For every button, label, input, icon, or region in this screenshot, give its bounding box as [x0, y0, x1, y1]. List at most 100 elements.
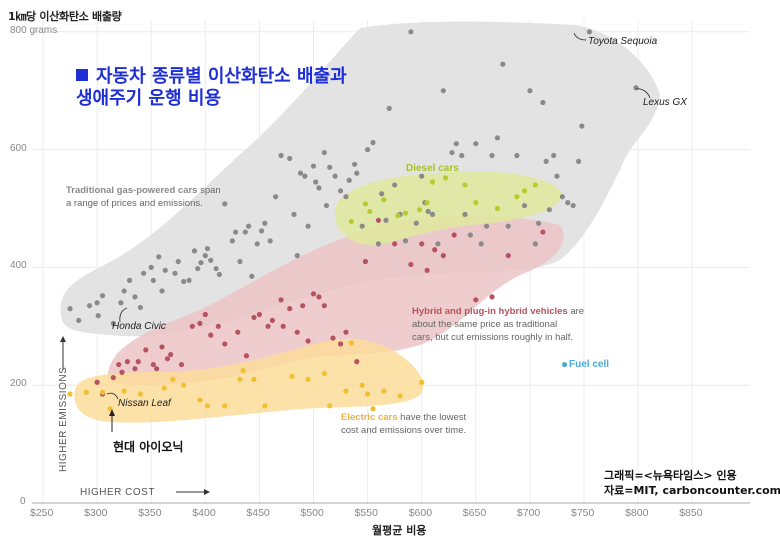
data-point	[242, 229, 248, 235]
data-point	[521, 202, 528, 209]
toyota-sequoia-label: Toyota Sequoia	[588, 36, 658, 47]
data-point	[462, 182, 468, 188]
y-tick-label: 0	[20, 496, 26, 507]
data-point	[267, 238, 273, 244]
title-square-icon	[76, 69, 88, 81]
data-point	[83, 389, 89, 395]
data-point	[375, 217, 382, 223]
data-point	[370, 139, 376, 146]
data-point	[337, 341, 344, 347]
x-tick-label: $450	[246, 507, 270, 519]
data-point	[132, 294, 138, 300]
data-point	[202, 311, 208, 318]
data-point	[235, 329, 241, 335]
data-point	[381, 388, 387, 394]
gas-cars-note-bold: Traditional gas-powered cars	[66, 185, 198, 196]
data-point	[107, 406, 113, 412]
data-point	[256, 311, 262, 318]
data-point	[289, 373, 295, 379]
data-point	[419, 241, 425, 247]
data-point	[181, 278, 187, 285]
data-point	[579, 123, 585, 129]
data-point	[154, 366, 160, 372]
data-point	[505, 253, 511, 259]
data-point	[505, 223, 511, 229]
data-point	[467, 232, 473, 238]
data-point	[121, 388, 127, 394]
x-tick-label: $300	[84, 507, 108, 519]
lexus-callout	[635, 88, 651, 99]
data-point	[297, 170, 304, 176]
data-point	[232, 229, 239, 235]
data-point	[321, 149, 327, 156]
data-point	[161, 385, 167, 391]
data-point	[197, 320, 203, 326]
data-point	[195, 265, 201, 272]
x-tick-label: $250	[30, 507, 54, 519]
data-point	[425, 208, 431, 215]
higher-cost-label: HIGHER COST	[80, 487, 155, 498]
data-point	[484, 223, 490, 229]
data-point	[408, 29, 414, 35]
data-point	[126, 277, 133, 283]
data-point	[521, 188, 528, 194]
data-point	[330, 335, 336, 341]
data-point	[294, 253, 300, 259]
data-point	[386, 105, 392, 111]
credit-source: 자료=MIT, carboncounter.com	[604, 484, 780, 497]
data-point	[294, 329, 300, 335]
higher-emissions-label: HIGHER EMISSIONS	[58, 366, 69, 472]
data-point	[462, 211, 468, 217]
data-point	[343, 329, 349, 335]
honda-civic-label: Honda Civic	[112, 321, 166, 332]
data-point	[229, 238, 235, 244]
data-point	[440, 88, 446, 94]
y-axis-title: 1㎞당 이산화탄소 배출량	[8, 10, 122, 23]
gas-cars-note-text-2: a range of prices and emissions.	[66, 198, 203, 209]
data-point	[365, 147, 371, 153]
data-point	[237, 376, 243, 382]
data-point	[586, 29, 593, 35]
y-tick-label: 800 grams	[10, 24, 58, 36]
data-point	[367, 208, 373, 215]
data-point	[99, 389, 106, 395]
x-tick-label: $700	[516, 507, 541, 519]
data-point	[162, 267, 168, 273]
data-point	[137, 391, 143, 397]
hybrid-note: Hybrid and plug-in hybrid vehicles are a…	[412, 305, 584, 344]
x-tick-label: $800	[625, 507, 649, 519]
data-point	[204, 245, 211, 252]
data-point	[67, 306, 73, 312]
data-point	[442, 175, 449, 181]
data-point	[291, 211, 297, 217]
data-point	[86, 303, 93, 309]
hyundai-ioniq-label: 현대 아이오닉	[113, 440, 184, 454]
toyota-callout	[573, 32, 587, 41]
data-point	[119, 369, 125, 375]
data-point	[305, 376, 311, 382]
data-point	[262, 403, 268, 409]
data-point	[535, 220, 542, 226]
data-point	[352, 161, 358, 167]
data-point	[95, 313, 101, 319]
electric-note-text: have the lowest	[397, 412, 467, 423]
chart-title: 자동차 종류별 이산화탄소 배출과 생애주기 운행 비용	[76, 66, 347, 110]
data-point	[175, 258, 181, 265]
data-point	[198, 260, 204, 266]
data-point	[118, 300, 124, 306]
data-point	[429, 179, 436, 185]
data-point	[532, 241, 538, 247]
x-tick-label: $500	[300, 507, 324, 519]
data-point	[208, 332, 214, 338]
data-point	[202, 253, 208, 259]
data-point	[435, 241, 441, 247]
data-point	[300, 303, 306, 309]
data-point	[150, 361, 156, 368]
x-tick-label: $350	[138, 507, 162, 519]
data-point	[346, 177, 352, 183]
data-point	[216, 271, 222, 278]
data-point	[254, 241, 260, 247]
data-point	[397, 393, 403, 399]
data-point	[148, 264, 154, 270]
data-point	[280, 323, 286, 329]
